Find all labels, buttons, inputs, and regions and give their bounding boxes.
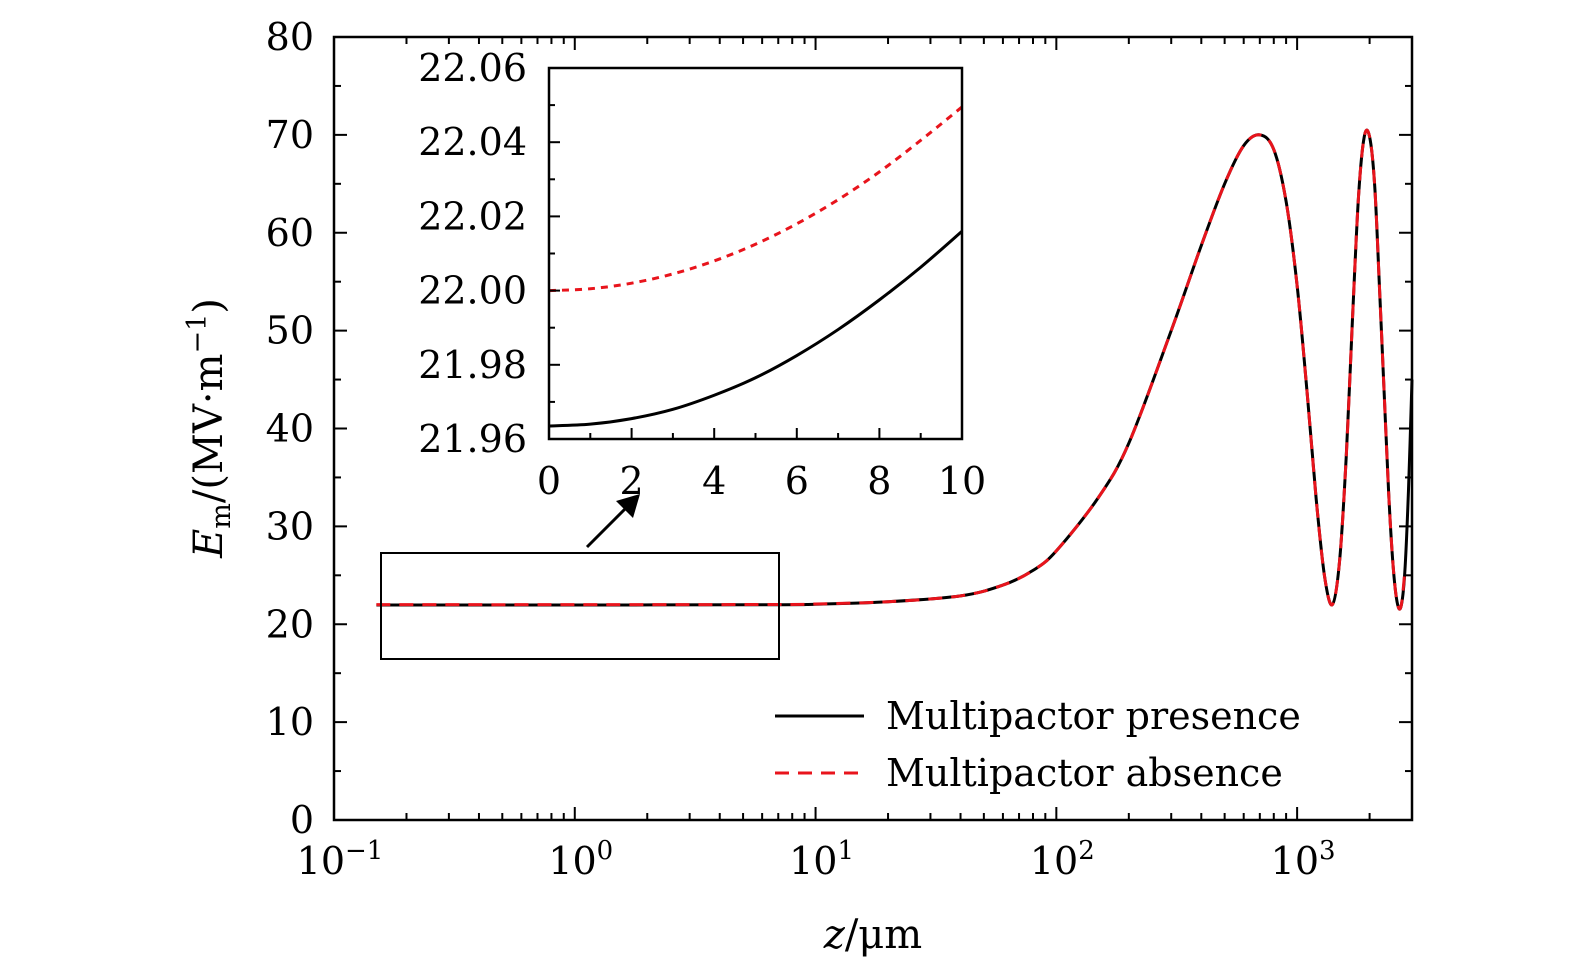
inset-x-tick-label: 8 bbox=[867, 459, 891, 503]
main-y-tick-labels: 0 10 20 30 40 50 60 70 80 bbox=[266, 15, 314, 842]
inset-y-tick-label: 22.04 bbox=[418, 120, 527, 164]
inset-x-tick-label: 0 bbox=[537, 459, 561, 503]
inset-y-tick-label: 22.00 bbox=[418, 269, 527, 313]
x-tick-label: 100 bbox=[548, 836, 613, 883]
legend-label-absence: Multipactor absence bbox=[886, 751, 1283, 795]
inset-x-tick-label: 6 bbox=[785, 459, 809, 503]
inset-series-line-absence bbox=[548, 105, 963, 293]
inset-series bbox=[548, 105, 963, 428]
inset-x-tick-label: 10 bbox=[938, 459, 986, 503]
y-tick-label: 10 bbox=[266, 700, 314, 744]
y-tick-label: 50 bbox=[266, 309, 314, 353]
inset-y-tick-label: 21.98 bbox=[418, 343, 527, 387]
y-tick-label: 80 bbox=[266, 15, 314, 59]
inset-chart: 21.96 21.98 22.00 22.02 22.04 22.06 0 2 4 6 8 10 bbox=[418, 46, 986, 503]
inset-plot-area bbox=[549, 68, 962, 439]
y-tick-label: 0 bbox=[290, 798, 314, 842]
zoom-arrow bbox=[585, 494, 640, 549]
zoom-region-box bbox=[380, 552, 780, 660]
inset-series-line-presence bbox=[548, 230, 963, 428]
y-tick-label: 40 bbox=[266, 407, 314, 451]
series-line-absence bbox=[376, 128, 1407, 611]
legend: Multipactor presence Multipactor absence bbox=[775, 694, 1301, 795]
main-axis-ticks bbox=[333, 36, 1413, 821]
y-axis-title: Em/(MV·m−1) bbox=[182, 298, 237, 559]
y-tick-label: 60 bbox=[266, 211, 314, 255]
inset-y-tick-label: 21.96 bbox=[418, 417, 527, 461]
inset-x-tick-label: 4 bbox=[702, 459, 726, 503]
inset-x-tick-label: 2 bbox=[620, 459, 644, 503]
legend-label-presence: Multipactor presence bbox=[886, 694, 1301, 738]
inset-y-tick-label: 22.02 bbox=[418, 194, 527, 238]
inset-y-tick-labels: 21.96 21.98 22.00 22.02 22.04 22.06 bbox=[418, 46, 527, 461]
inset-x-tick-labels: 0 2 4 6 8 10 bbox=[537, 459, 986, 503]
main-x-tick-labels: 10−1 100 101 102 103 bbox=[297, 836, 1336, 883]
x-tick-label: 102 bbox=[1030, 836, 1095, 883]
inset-y-tick-label: 22.06 bbox=[418, 46, 527, 90]
y-tick-label: 30 bbox=[266, 504, 314, 548]
x-tick-label: 10−1 bbox=[297, 836, 384, 883]
y-tick-label: 20 bbox=[266, 602, 314, 646]
main-series bbox=[376, 128, 1414, 611]
x-axis-title: z/μm bbox=[823, 912, 922, 958]
x-tick-label: 101 bbox=[789, 836, 854, 883]
inset-axis-ticks bbox=[548, 67, 963, 440]
y-tick-label: 70 bbox=[266, 113, 314, 157]
x-tick-label: 103 bbox=[1271, 836, 1336, 883]
